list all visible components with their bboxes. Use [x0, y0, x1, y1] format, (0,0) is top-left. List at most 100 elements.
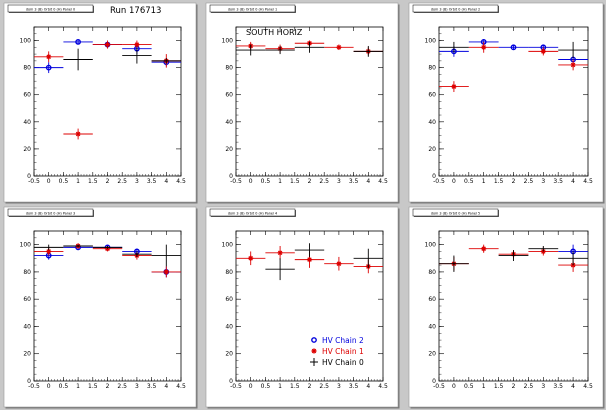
marker-star: [248, 255, 254, 261]
marker-circle: [45, 64, 52, 71]
y-tick-label: 60: [428, 92, 436, 99]
y-tick-label: 0: [27, 173, 31, 180]
chart-annotation: SOUTH HORIZ: [246, 28, 303, 37]
run-label: Run 176713: [110, 6, 161, 16]
x-tick-label: -0.5: [230, 178, 242, 185]
x-tick-label: 4.5: [176, 178, 186, 185]
data-point-chain1: [324, 256, 354, 271]
marker-star: [46, 54, 52, 60]
marker-star: [570, 262, 576, 268]
data-point-chain0: [34, 244, 64, 251]
x-tick-label: 0.5: [59, 383, 69, 390]
y-tick-label: 80: [225, 65, 233, 72]
x-tick-label: 4.5: [583, 383, 593, 390]
y-tick-label: 20: [23, 146, 31, 153]
data-point-chain1: [151, 266, 181, 278]
data-point-chain0: [558, 41, 588, 59]
y-tick-label: 100: [20, 38, 32, 45]
marker-star: [336, 44, 342, 50]
data-point-chain2: [34, 62, 64, 74]
y-tick-label: 0: [432, 378, 436, 385]
x-tick-label: 2.5: [319, 178, 329, 185]
title-box: [412, 208, 499, 217]
x-tick-label: 1.5: [290, 383, 300, 390]
data-point-chain0: [236, 44, 266, 56]
y-tick-label: 60: [428, 296, 436, 303]
x-tick-label: 1.5: [290, 178, 300, 185]
marker-star: [134, 42, 140, 48]
x-tick-label: 1.5: [88, 383, 98, 390]
x-tick-label: 3: [135, 383, 139, 390]
x-tick-label: 1: [76, 178, 80, 185]
data-point-chain0: [439, 255, 469, 272]
marker-star: [570, 62, 576, 68]
x-tick-label: 2: [512, 383, 516, 390]
marker-star: [540, 48, 546, 54]
data-point-chain1: [92, 40, 123, 49]
marker-star: [481, 246, 487, 252]
marker-star: [104, 42, 111, 48]
y-tick-label: 20: [225, 351, 233, 358]
x-tick-label: 1.5: [494, 383, 504, 390]
data-point-chain0: [92, 246, 123, 249]
x-tick-label: 1: [482, 178, 486, 185]
x-tick-label: 2: [308, 383, 312, 390]
pad-frame: [3, 2, 197, 203]
y-tick-label: 0: [27, 378, 31, 385]
y-tick-label: 60: [225, 92, 233, 99]
chart-pad-1: dom 3 (B) Orbit 0 (H) Panel 1-0.5 0 0.5 1 1.…: [205, 2, 400, 204]
chart-title: dom 3 (B) Orbit 0 (H) Panel 4: [228, 211, 277, 215]
y-tick-label: 60: [23, 296, 31, 303]
data-point-chain0: [528, 246, 559, 252]
pad-frame: [408, 2, 604, 203]
x-tick-label: 1.5: [88, 178, 98, 185]
data-point-chain1: [558, 59, 588, 71]
legend-marker: [310, 358, 318, 366]
x-tick-label: 4: [164, 383, 168, 390]
x-tick-label: 3: [337, 383, 341, 390]
x-tick-label: 4.5: [378, 383, 388, 390]
y-tick-label: 100: [425, 38, 437, 45]
data-point-chain1: [34, 51, 64, 63]
x-tick-label: 3: [337, 178, 341, 185]
data-point-chain1: [439, 81, 469, 93]
marker-star: [277, 250, 283, 256]
chart-pad-3: dom 3 (B) Orbit 0 (H) Panel 3-0.5 0 0.5 1 1.…: [3, 206, 198, 409]
x-tick-label: 3.5: [147, 178, 157, 185]
pad-frame: [205, 2, 399, 203]
legend-label: HV Chain 1: [322, 347, 364, 356]
y-tick-label: 100: [222, 242, 234, 249]
marker-star: [451, 84, 457, 90]
x-tick-label: 0.5: [464, 178, 474, 185]
chart-title: dom 3 (B) Orbit 0 (H) Panel 5: [431, 211, 480, 215]
x-tick-label: 3: [541, 383, 545, 390]
x-tick-label: 2: [106, 178, 110, 185]
x-tick-label: 2: [308, 178, 312, 185]
x-tick-label: 1.5: [494, 178, 504, 185]
x-tick-label: 0.5: [59, 178, 69, 185]
y-tick-label: 20: [428, 146, 436, 153]
legend-label: HV Chain 0: [322, 358, 364, 367]
y-tick-label: 0: [229, 173, 233, 180]
marker-star: [481, 44, 487, 50]
x-tick-label: 0: [452, 383, 456, 390]
x-tick-label: 3.5: [349, 178, 359, 185]
title-box: [209, 4, 296, 13]
data-point-chain0: [353, 248, 383, 268]
y-tick-label: 100: [20, 242, 32, 249]
data-point-chain0: [151, 58, 181, 64]
marker-star: [46, 248, 52, 255]
data-point-chain0: [265, 45, 295, 55]
pad-frame: [3, 206, 197, 408]
chart-pad-4: dom 3 (B) Orbit 0 (H) Panel 4-0.5 0 0.5 1 1.…: [205, 206, 400, 409]
data-point-chain0: [353, 45, 383, 57]
x-tick-label: 1: [278, 383, 282, 390]
legend-entry: HV Chain 0: [310, 358, 364, 367]
y-tick-label: 40: [225, 119, 233, 126]
chart-title: dom 3 (B) Orbit 0 (H) Panel 0: [26, 7, 75, 11]
x-tick-label: 1: [482, 383, 486, 390]
pad-frame: [408, 206, 604, 408]
y-tick-label: 80: [23, 269, 31, 276]
data-point-chain1: [63, 128, 93, 140]
x-tick-label: 2: [106, 383, 110, 390]
